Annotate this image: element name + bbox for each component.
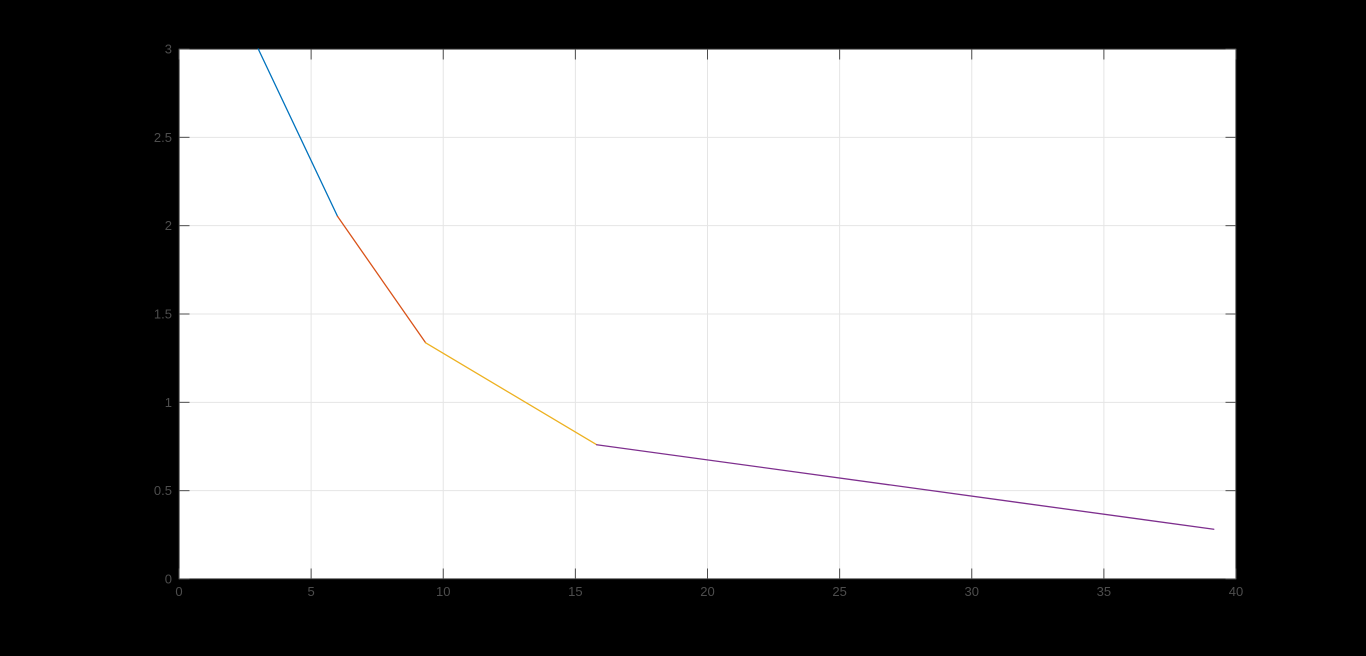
svg-text:30: 30: [965, 584, 979, 599]
svg-text:25: 25: [832, 584, 846, 599]
svg-text:0: 0: [165, 572, 172, 587]
svg-text:3: 3: [165, 42, 172, 57]
svg-text:1.5: 1.5: [154, 307, 172, 322]
svg-text:10: 10: [436, 584, 450, 599]
svg-text:2.5: 2.5: [154, 130, 172, 145]
svg-text:2: 2: [165, 218, 172, 233]
svg-text:0: 0: [175, 584, 182, 599]
svg-text:40: 40: [1229, 584, 1243, 599]
svg-text:15: 15: [568, 584, 582, 599]
svg-text:5: 5: [308, 584, 315, 599]
svg-text:0.5: 0.5: [154, 483, 172, 498]
svg-text:35: 35: [1097, 584, 1111, 599]
svg-text:1: 1: [165, 395, 172, 410]
svg-text:20: 20: [700, 584, 714, 599]
